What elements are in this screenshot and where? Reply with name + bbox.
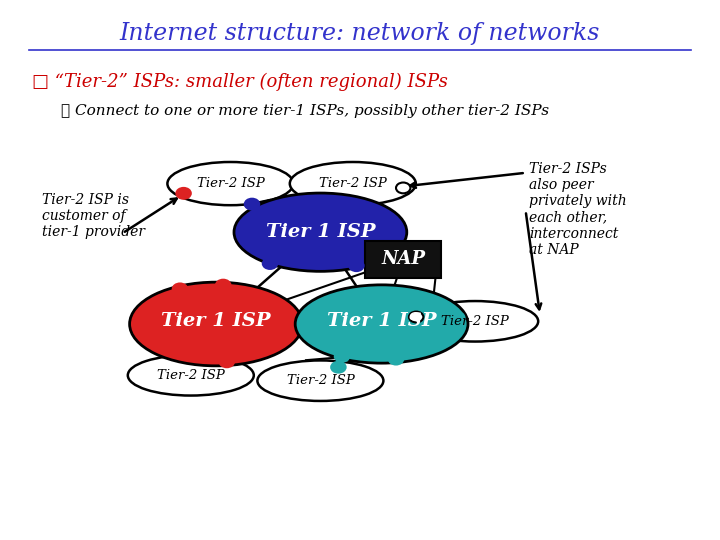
Text: Tier-2 ISP: Tier-2 ISP: [441, 315, 509, 328]
Ellipse shape: [295, 285, 468, 363]
Ellipse shape: [234, 193, 407, 271]
Text: Tier-2 ISP: Tier-2 ISP: [319, 177, 387, 190]
Circle shape: [331, 362, 346, 373]
Ellipse shape: [258, 361, 383, 401]
Ellipse shape: [128, 355, 254, 395]
Text: Tier-2 ISP: Tier-2 ISP: [287, 374, 354, 387]
Text: □ “Tier-2” ISPs: smaller (often regional) ISPs: □ “Tier-2” ISPs: smaller (often regional…: [32, 73, 449, 91]
Circle shape: [220, 356, 234, 367]
Circle shape: [245, 199, 259, 210]
Circle shape: [389, 354, 403, 364]
Circle shape: [450, 312, 464, 323]
Text: Tier-2 ISPs
also peer
privately with
each other,
interconnect
at NAP: Tier-2 ISPs also peer privately with eac…: [529, 162, 627, 257]
Circle shape: [263, 258, 277, 269]
FancyBboxPatch shape: [365, 241, 441, 278]
Circle shape: [216, 280, 230, 291]
Circle shape: [409, 312, 423, 322]
Text: Tier 1 ISP: Tier 1 ISP: [266, 223, 375, 241]
Ellipse shape: [167, 162, 294, 205]
Circle shape: [349, 260, 364, 271]
Circle shape: [176, 188, 191, 199]
Text: Tier 1 ISP: Tier 1 ISP: [161, 312, 271, 330]
Circle shape: [331, 199, 346, 210]
Text: Tier-2 ISP is
customer of
tier-1 provider: Tier-2 ISP is customer of tier-1 provide…: [42, 193, 145, 239]
Text: Tier-2 ISP: Tier-2 ISP: [197, 177, 264, 190]
Text: Internet structure: network of networks: Internet structure: network of networks: [120, 22, 600, 45]
Ellipse shape: [130, 282, 302, 366]
Circle shape: [335, 351, 349, 362]
Ellipse shape: [289, 162, 416, 205]
Text: ❖ Connect to one or more tier-1 ISPs, possibly other tier-2 ISPs: ❖ Connect to one or more tier-1 ISPs, po…: [61, 104, 549, 118]
Text: Tier-2 ISP: Tier-2 ISP: [157, 369, 225, 382]
Text: NAP: NAP: [381, 250, 426, 268]
Circle shape: [396, 183, 410, 193]
Ellipse shape: [413, 301, 539, 341]
Circle shape: [173, 284, 187, 294]
Text: Tier 1 ISP: Tier 1 ISP: [327, 312, 436, 330]
